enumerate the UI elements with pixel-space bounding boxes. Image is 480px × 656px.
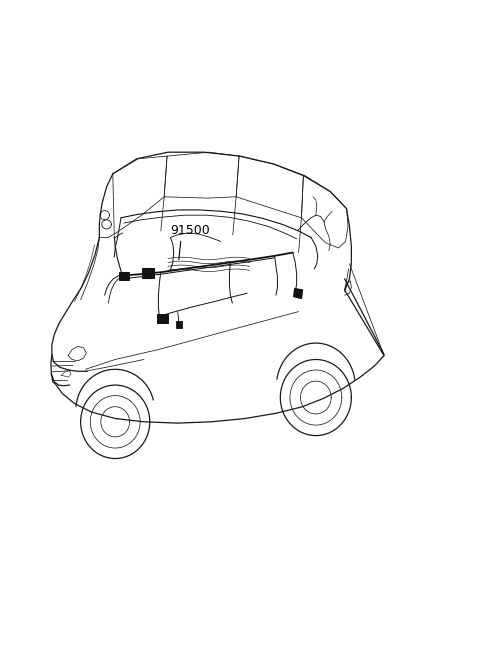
Bar [176, 321, 182, 328]
Text: 91500: 91500 [170, 224, 210, 237]
Bar [119, 272, 129, 280]
Polygon shape [294, 289, 302, 298]
Bar [142, 268, 154, 278]
Bar [157, 314, 168, 323]
